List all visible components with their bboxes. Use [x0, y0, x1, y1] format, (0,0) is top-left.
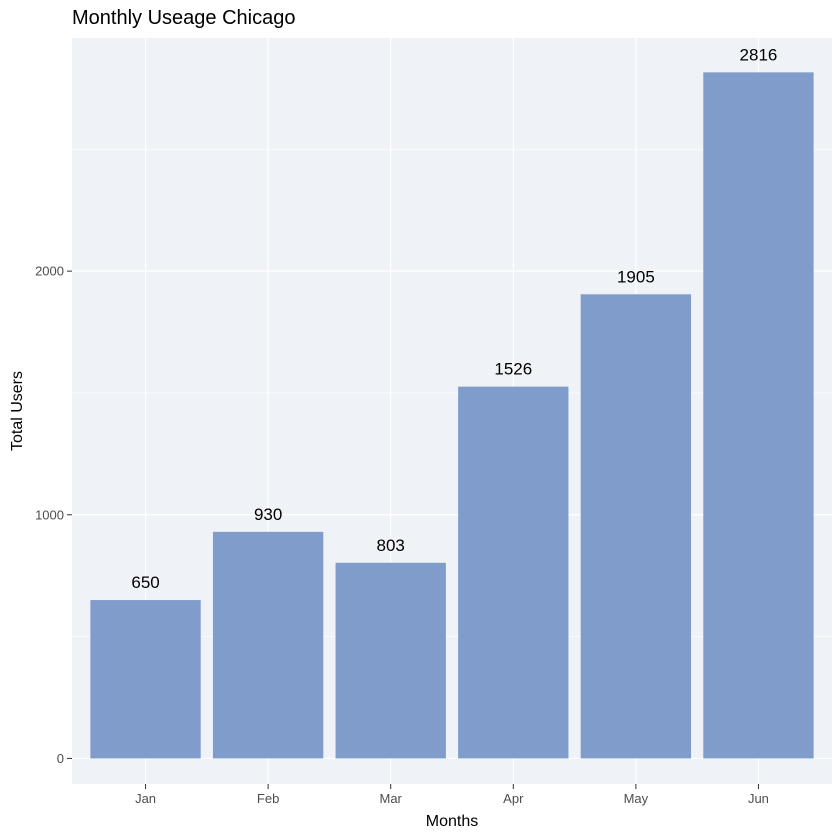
bar — [458, 386, 569, 759]
x-tick-label: May — [624, 791, 649, 806]
data-label: 930 — [254, 505, 282, 524]
x-tick-label: Apr — [503, 791, 524, 806]
bar — [335, 562, 446, 759]
data-label: 1905 — [617, 267, 655, 286]
bar — [580, 294, 692, 759]
y-tick-label: 2000 — [35, 264, 64, 279]
data-label: 1526 — [494, 360, 532, 379]
y-tick-label: 1000 — [35, 507, 64, 522]
y-axis-title: Total Users — [9, 371, 26, 451]
bar — [703, 72, 814, 759]
data-label: 803 — [377, 536, 405, 555]
chart-title: Monthly Useage Chicago — [72, 7, 295, 29]
bar — [90, 600, 201, 759]
data-label: 2816 — [740, 45, 778, 64]
x-tick-label: Feb — [257, 791, 279, 806]
x-tick-label: Jun — [748, 791, 769, 806]
bars — [90, 72, 814, 759]
x-axis-title: Months — [426, 813, 478, 830]
x-tick-label: Mar — [380, 791, 403, 806]
y-tick-label: 0 — [57, 751, 64, 766]
data-labels: 650 930 803 1526 1905 2816 — [131, 45, 777, 592]
bar — [212, 531, 324, 759]
data-label: 650 — [131, 573, 159, 592]
y-axis: 0 1000 2000 — [35, 264, 72, 766]
x-tick-label: Jan — [135, 791, 156, 806]
x-axis: Jan Feb Mar Apr May Jun — [135, 784, 769, 806]
